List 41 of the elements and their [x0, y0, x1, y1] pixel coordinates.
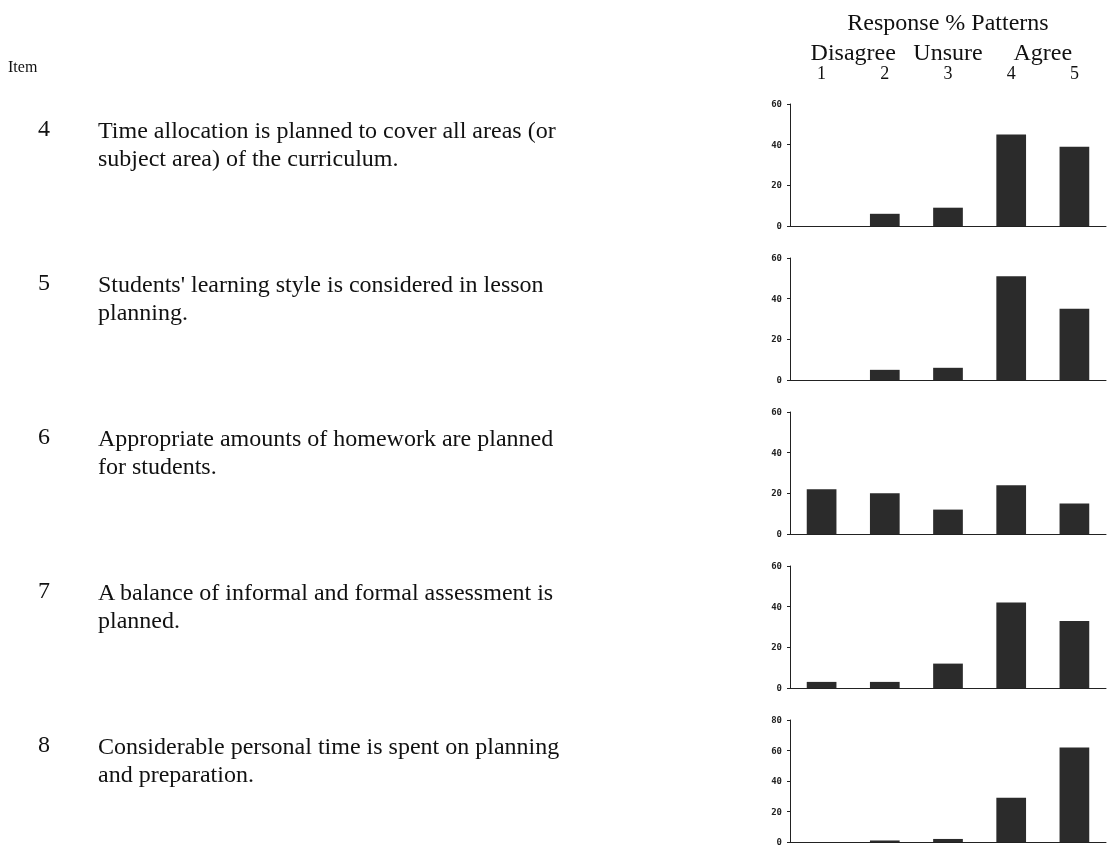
x-tick-label: 1 [817, 63, 827, 83]
y-tick-label: 80 [771, 715, 782, 725]
y-tick-label: 40 [771, 776, 782, 786]
y-tick-label: 40 [771, 447, 782, 458]
text: 4 [38, 115, 50, 141]
text: 8 [38, 731, 50, 757]
text: Time allocation is planned to cover all areas (or subject area) of the curriculum. [98, 117, 562, 171]
x-tick-label: 5 [1069, 63, 1079, 83]
y-tick-label: 0 [776, 375, 782, 385]
text: Response % Patterns [847, 9, 1049, 35]
y-tick-label: 40 [771, 139, 782, 150]
y-tick-label: 60 [771, 745, 782, 756]
y-tick-label: 20 [771, 642, 782, 653]
text: 5 [38, 269, 50, 295]
y-tick-label: 20 [771, 806, 782, 817]
text: Item [8, 57, 38, 75]
text: Students' learning style is considered in lesson planning. [98, 271, 550, 325]
y-tick-label: 40 [771, 601, 782, 612]
x-tick-label: 3 [943, 63, 953, 83]
x-tick-label: 2 [880, 63, 890, 83]
y-tick-label: 60 [771, 561, 782, 571]
text: Unsure [913, 39, 983, 65]
y-tick-label: 0 [776, 683, 782, 693]
text: Agree [1013, 39, 1073, 65]
text: Considerable personal time is spent on planning and preparation. [98, 733, 566, 787]
y-tick-label: 40 [771, 293, 782, 304]
y-tick-label: 0 [776, 837, 782, 847]
y-tick-label: 60 [771, 407, 782, 417]
text: A balance of informal and formal assessment is planned. [98, 579, 560, 633]
y-tick-label: 20 [771, 488, 782, 499]
text: 7 [38, 577, 50, 603]
y-tick-label: 20 [771, 180, 782, 191]
y-tick-label: 60 [771, 99, 782, 109]
y-tick-label: 0 [776, 221, 782, 231]
y-tick-label: 0 [776, 529, 782, 539]
text: Appropriate amounts of homework are planned for students. [98, 425, 560, 479]
text: 6 [38, 423, 50, 449]
y-tick-label: 60 [771, 253, 782, 263]
y-tick-label: 20 [771, 334, 782, 345]
text: Disagree [810, 39, 896, 65]
x-tick-label: 4 [1006, 63, 1016, 83]
